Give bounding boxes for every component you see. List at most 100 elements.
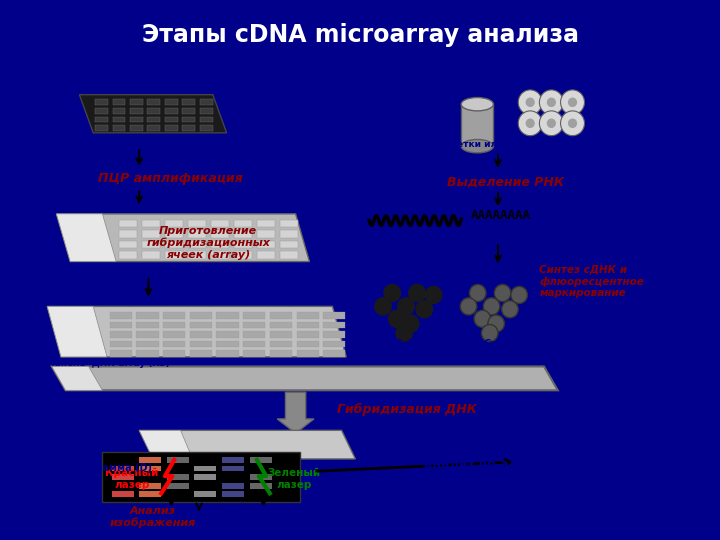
Bar bbox=[243, 341, 265, 347]
Bar bbox=[130, 125, 143, 131]
Circle shape bbox=[389, 310, 405, 327]
Circle shape bbox=[561, 90, 585, 114]
Bar bbox=[323, 341, 346, 347]
Bar bbox=[217, 312, 238, 319]
Text: Анализ
изображения: Анализ изображения bbox=[110, 505, 196, 528]
Polygon shape bbox=[161, 460, 174, 493]
Text: Панель  ДНК-array (А3): Панель ДНК-array (А3) bbox=[48, 360, 170, 368]
Bar bbox=[257, 241, 275, 248]
Bar bbox=[323, 331, 346, 338]
Bar bbox=[211, 230, 230, 238]
Bar bbox=[243, 322, 265, 328]
Bar bbox=[137, 341, 158, 347]
Bar bbox=[250, 474, 271, 480]
Bar bbox=[109, 341, 132, 347]
Ellipse shape bbox=[462, 98, 493, 111]
Bar bbox=[165, 117, 178, 123]
Bar bbox=[222, 457, 244, 463]
Bar bbox=[142, 241, 161, 248]
Polygon shape bbox=[48, 306, 107, 357]
Circle shape bbox=[518, 111, 542, 136]
Text: Клоны в 96-луночном планшете (А1): Клоны в 96-луночном планшете (А1) bbox=[75, 137, 269, 146]
Bar bbox=[190, 331, 212, 338]
Bar bbox=[182, 108, 195, 114]
Bar bbox=[165, 241, 184, 248]
Bar bbox=[95, 125, 108, 131]
Bar bbox=[137, 350, 158, 357]
Bar bbox=[297, 322, 319, 328]
Bar bbox=[163, 312, 185, 319]
Circle shape bbox=[488, 315, 505, 332]
Bar bbox=[95, 99, 108, 105]
Bar bbox=[119, 230, 138, 238]
Bar bbox=[119, 251, 138, 259]
Polygon shape bbox=[52, 367, 102, 390]
Bar bbox=[190, 341, 212, 347]
Bar bbox=[211, 220, 230, 227]
Bar bbox=[234, 220, 253, 227]
Bar bbox=[280, 251, 298, 259]
Circle shape bbox=[460, 298, 477, 315]
Bar bbox=[234, 230, 253, 238]
Bar bbox=[165, 251, 184, 259]
Bar bbox=[200, 108, 213, 114]
Bar bbox=[200, 99, 213, 105]
Bar bbox=[194, 474, 217, 480]
Bar bbox=[280, 230, 298, 238]
Bar bbox=[270, 341, 292, 347]
Bar bbox=[222, 465, 244, 471]
Bar bbox=[142, 251, 161, 259]
Circle shape bbox=[397, 298, 414, 315]
Bar bbox=[217, 322, 238, 328]
Bar bbox=[234, 251, 253, 259]
Bar bbox=[323, 322, 346, 328]
Circle shape bbox=[396, 325, 413, 342]
Bar bbox=[139, 465, 161, 471]
Circle shape bbox=[474, 310, 490, 327]
Bar bbox=[270, 350, 292, 357]
Bar bbox=[257, 230, 275, 238]
Bar bbox=[217, 341, 238, 347]
Bar bbox=[130, 99, 143, 105]
Bar bbox=[190, 350, 212, 357]
Bar bbox=[95, 117, 108, 123]
Bar bbox=[148, 99, 161, 105]
Circle shape bbox=[526, 98, 535, 107]
Bar bbox=[167, 474, 189, 480]
Bar bbox=[165, 125, 178, 131]
Circle shape bbox=[409, 285, 426, 302]
Circle shape bbox=[469, 285, 486, 302]
Bar bbox=[182, 99, 195, 105]
Polygon shape bbox=[257, 460, 270, 493]
Bar bbox=[137, 331, 158, 338]
Bar bbox=[250, 457, 271, 463]
Bar bbox=[165, 230, 184, 238]
Circle shape bbox=[568, 118, 577, 128]
Bar bbox=[297, 331, 319, 338]
Bar bbox=[109, 331, 132, 338]
Bar bbox=[112, 474, 134, 480]
Circle shape bbox=[539, 90, 563, 114]
Circle shape bbox=[502, 301, 518, 318]
Bar bbox=[280, 220, 298, 227]
Bar bbox=[257, 220, 275, 227]
Bar bbox=[222, 483, 244, 489]
Bar bbox=[109, 350, 132, 357]
Bar bbox=[270, 312, 292, 319]
Bar bbox=[119, 220, 138, 227]
Bar bbox=[119, 241, 138, 248]
Text: (С): (С) bbox=[165, 418, 181, 429]
Circle shape bbox=[482, 325, 498, 342]
Bar bbox=[190, 312, 212, 319]
Text: Клетки или ткани (В1): Клетки или ткани (В1) bbox=[443, 140, 561, 149]
Bar bbox=[109, 312, 132, 319]
Text: Зеленый
лазер: Зеленый лазер bbox=[267, 468, 320, 490]
Text: Кластерный анализ /
анализ по алгоритму
нейронной сети (F): Кластерный анализ / анализ по алгоритму … bbox=[424, 443, 577, 486]
Circle shape bbox=[561, 111, 585, 136]
Circle shape bbox=[546, 118, 556, 128]
Bar bbox=[323, 350, 346, 357]
Polygon shape bbox=[79, 94, 227, 133]
Bar bbox=[182, 125, 195, 131]
Bar bbox=[112, 108, 125, 114]
Bar bbox=[167, 457, 189, 463]
